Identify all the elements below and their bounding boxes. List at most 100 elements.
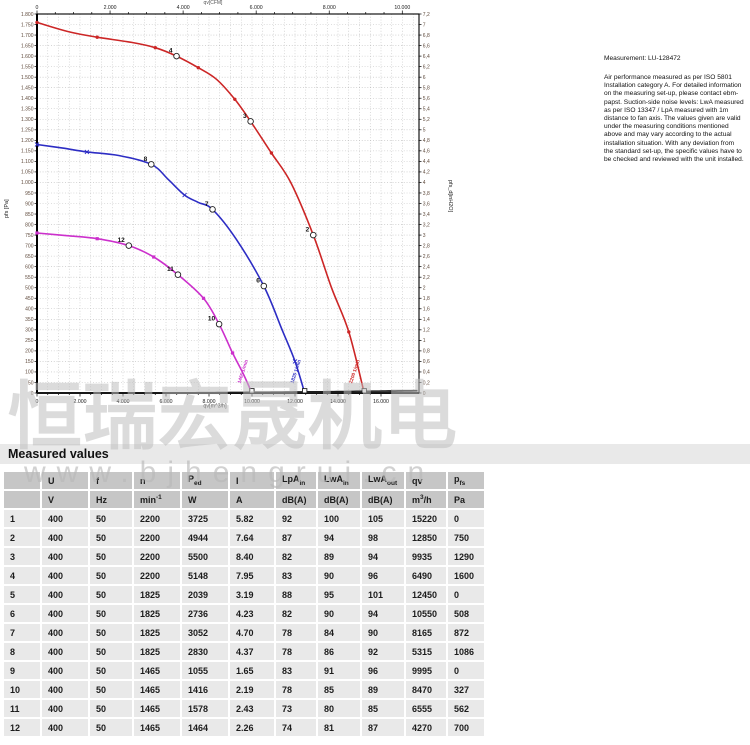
- svg-text:7,2: 7,2: [423, 12, 430, 18]
- value-cell: Pa: [448, 491, 484, 508]
- value-cell: 0: [448, 586, 484, 603]
- value-cell: 50: [90, 529, 132, 546]
- value-cell: 4.70: [230, 624, 274, 641]
- row-number-cell: 1: [4, 510, 40, 527]
- value-cell: 82: [276, 605, 316, 622]
- value-cell: 400: [42, 510, 88, 527]
- svg-text:pfs [Pa]: pfs [Pa]: [4, 199, 10, 218]
- svg-text:700: 700: [25, 243, 34, 249]
- row-number-cell: [4, 491, 40, 508]
- svg-text:10.000: 10.000: [244, 399, 260, 405]
- value-cell: 73: [276, 700, 316, 717]
- svg-text:0,2: 0,2: [423, 380, 430, 386]
- value-cell: 105: [362, 510, 404, 527]
- svg-text:3,8: 3,8: [423, 191, 430, 197]
- value-cell: 94: [318, 529, 360, 546]
- value-cell: 2200: [134, 548, 180, 565]
- value-cell: 12850: [406, 529, 446, 546]
- svg-text:0: 0: [423, 391, 426, 397]
- svg-text:1.150: 1.150: [21, 149, 34, 155]
- value-cell: 50: [90, 624, 132, 641]
- row-number-cell: 11: [4, 700, 40, 717]
- svg-text:3: 3: [243, 113, 247, 120]
- value-cell: 6555: [406, 700, 446, 717]
- value-cell: 10550: [406, 605, 446, 622]
- value-cell: 50: [90, 700, 132, 717]
- row-number-cell: 6: [4, 605, 40, 622]
- value-cell: 5.82: [230, 510, 274, 527]
- value-cell: 101: [362, 586, 404, 603]
- value-cell: 98: [362, 529, 404, 546]
- row-number-cell: [4, 472, 40, 489]
- row-number-cell: 5: [4, 586, 40, 603]
- value-cell: 88: [276, 586, 316, 603]
- svg-text:6,2: 6,2: [423, 64, 430, 70]
- value-cell: 400: [42, 643, 88, 660]
- svg-text:4,4: 4,4: [423, 159, 430, 165]
- svg-text:6,6: 6,6: [423, 43, 430, 49]
- svg-text:6,8: 6,8: [423, 33, 430, 39]
- value-cell: 400: [42, 548, 88, 565]
- svg-text:5: 5: [423, 128, 426, 134]
- value-cell: Hz: [90, 491, 132, 508]
- measurement-id: Measurement: LU-128472: [604, 55, 681, 62]
- value-cell: 1465: [134, 681, 180, 698]
- svg-text:5,2: 5,2: [423, 117, 430, 123]
- svg-text:150: 150: [25, 359, 34, 365]
- value-cell: 562: [448, 700, 484, 717]
- svg-text:350: 350: [25, 317, 34, 323]
- value-cell: 15220: [406, 510, 446, 527]
- value-cell: 87: [276, 529, 316, 546]
- svg-text:1.800: 1.800: [21, 12, 34, 18]
- value-cell: 400: [42, 586, 88, 603]
- value-cell: 750: [448, 529, 484, 546]
- value-cell: 2736: [182, 605, 228, 622]
- value-cell: 2200: [134, 510, 180, 527]
- value-cell: 8165: [406, 624, 446, 641]
- measurement-note: Measurement: LU-128472 Air performance m…: [604, 55, 745, 164]
- svg-text:1.350: 1.350: [21, 107, 34, 113]
- value-cell: 1600: [448, 567, 484, 584]
- svg-text:550: 550: [25, 275, 34, 281]
- value-cell: 872: [448, 624, 484, 641]
- value-cell: 1464: [182, 719, 228, 736]
- value-cell: 94: [362, 605, 404, 622]
- value-cell: 9935: [406, 548, 446, 565]
- svg-text:5,6: 5,6: [423, 96, 430, 102]
- svg-text:650: 650: [25, 254, 34, 260]
- value-cell: I: [230, 472, 274, 489]
- svg-text:600: 600: [25, 264, 34, 270]
- table-title-band: Measured values: [0, 444, 750, 464]
- row-number-cell: 9: [4, 662, 40, 679]
- value-cell: 50: [90, 548, 132, 565]
- svg-text:8.000: 8.000: [203, 399, 216, 405]
- table-row: 10 400 50 1465 1416 2.19 78 85 89 8470 327: [4, 681, 484, 698]
- value-cell: 1055: [182, 662, 228, 679]
- value-cell: dB(A): [318, 491, 360, 508]
- svg-text:7: 7: [423, 22, 426, 28]
- fan-performance-chart: 0 2.000 4.000 6.000 8.000 10.000 12.000 14.000 1…: [4, 0, 453, 410]
- svg-text:6.000: 6.000: [250, 5, 263, 11]
- row-number-cell: 2: [4, 529, 40, 546]
- svg-text:1.550: 1.550: [21, 64, 34, 70]
- row-number-cell: 8: [4, 643, 40, 660]
- table-row: 3 400 50 2200 5500 8.40 82 89 94 9935 1290: [4, 548, 484, 565]
- value-cell: 400: [42, 662, 88, 679]
- value-cell: 92: [276, 510, 316, 527]
- svg-text:1: 1: [423, 338, 426, 344]
- value-cell: 82: [276, 548, 316, 565]
- svg-text:16.000: 16.000: [373, 399, 389, 405]
- value-cell: 78: [276, 643, 316, 660]
- svg-text:7: 7: [205, 201, 209, 208]
- value-cell: 86: [318, 643, 360, 660]
- value-cell: U: [42, 472, 88, 489]
- svg-text:4,8: 4,8: [423, 138, 430, 144]
- value-cell: 327: [448, 681, 484, 698]
- value-cell: m3/h: [406, 491, 446, 508]
- value-cell: 12450: [406, 586, 446, 603]
- svg-text:950: 950: [25, 191, 34, 197]
- value-cell: 400: [42, 700, 88, 717]
- value-cell: 5500: [182, 548, 228, 565]
- svg-text:450: 450: [25, 296, 34, 302]
